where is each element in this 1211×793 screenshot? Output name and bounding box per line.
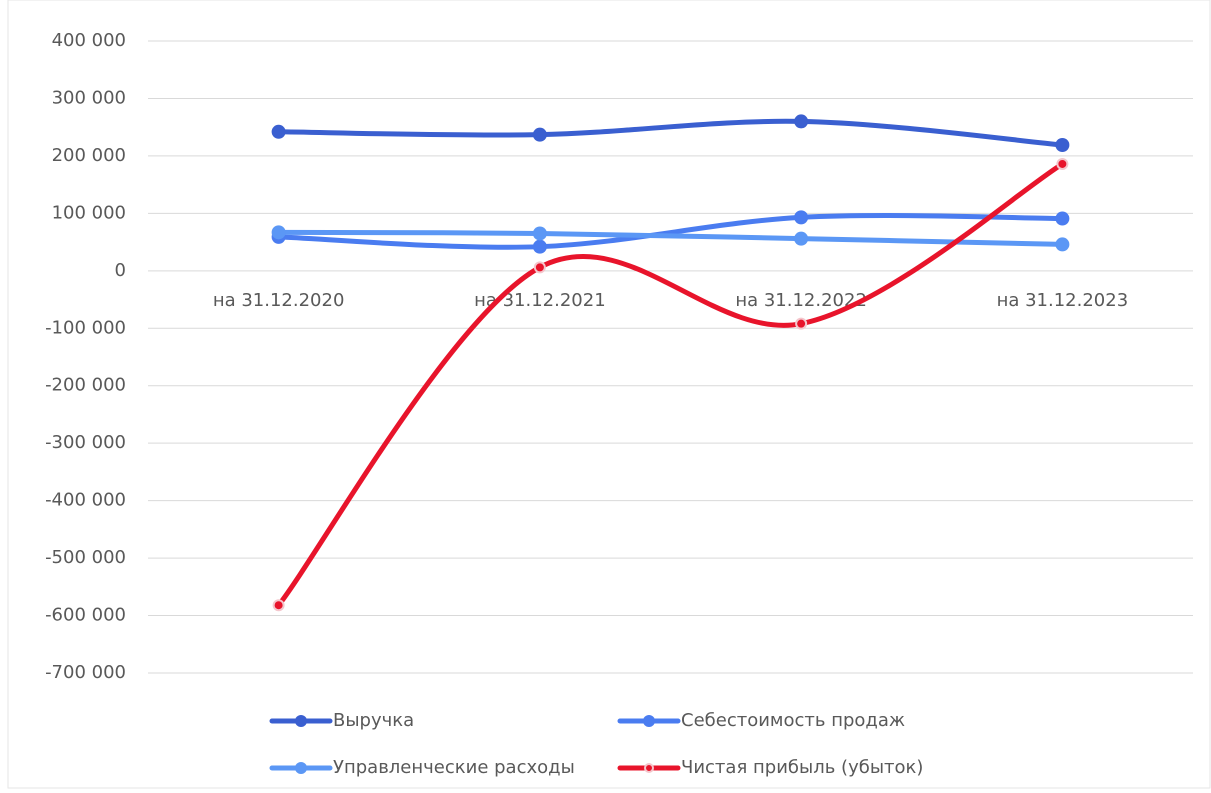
data-point	[1055, 137, 1070, 152]
legend-label: Себестоимость продаж	[681, 710, 905, 731]
y-tick-label: -400 000	[45, 490, 126, 511]
data-point	[271, 225, 286, 240]
y-tick-label: -700 000	[45, 662, 126, 683]
y-tick-label: 300 000	[52, 87, 126, 108]
y-tick-label: 200 000	[52, 145, 126, 166]
y-tick-label: -600 000	[45, 605, 126, 626]
y-tick-label: -200 000	[45, 375, 126, 396]
legend-label: Выручка	[333, 710, 414, 731]
series-line	[276, 161, 1065, 608]
data-point	[794, 114, 809, 129]
series-line	[276, 118, 1065, 148]
y-tick-label: -100 000	[45, 317, 126, 338]
data-point	[794, 210, 809, 225]
data-point	[795, 317, 808, 330]
data-point	[533, 261, 546, 274]
data-point	[1055, 237, 1070, 252]
y-tick-label: 400 000	[52, 30, 126, 51]
series-line	[276, 213, 1065, 250]
data-point	[532, 127, 547, 142]
legend-marker	[295, 762, 307, 774]
legend-label: Чистая прибыль (убыток)	[681, 757, 923, 778]
legend-marker	[644, 763, 654, 773]
data-point	[532, 239, 547, 254]
data-point	[1056, 157, 1069, 170]
y-tick-label: 100 000	[52, 202, 126, 223]
legend-marker	[643, 715, 655, 727]
legend-marker	[295, 715, 307, 727]
x-tick-label: на 31.12.2020	[213, 290, 345, 311]
data-point	[271, 124, 286, 139]
x-tick-label: на 31.12.2023	[997, 290, 1129, 311]
chart-frame	[7, 0, 1211, 789]
x-tick-label: на 31.12.2021	[474, 290, 606, 311]
x-tick-label: на 31.12.2022	[735, 290, 867, 311]
y-tick-label: -300 000	[45, 432, 126, 453]
series-line	[276, 229, 1065, 247]
data-point	[272, 599, 285, 612]
y-tick-label: 0	[115, 260, 126, 281]
y-tick-label: -500 000	[45, 547, 126, 568]
data-point	[532, 226, 547, 241]
data-point	[794, 231, 809, 246]
data-point	[1055, 211, 1070, 226]
legend-label: Управленческие расходы	[333, 757, 575, 778]
